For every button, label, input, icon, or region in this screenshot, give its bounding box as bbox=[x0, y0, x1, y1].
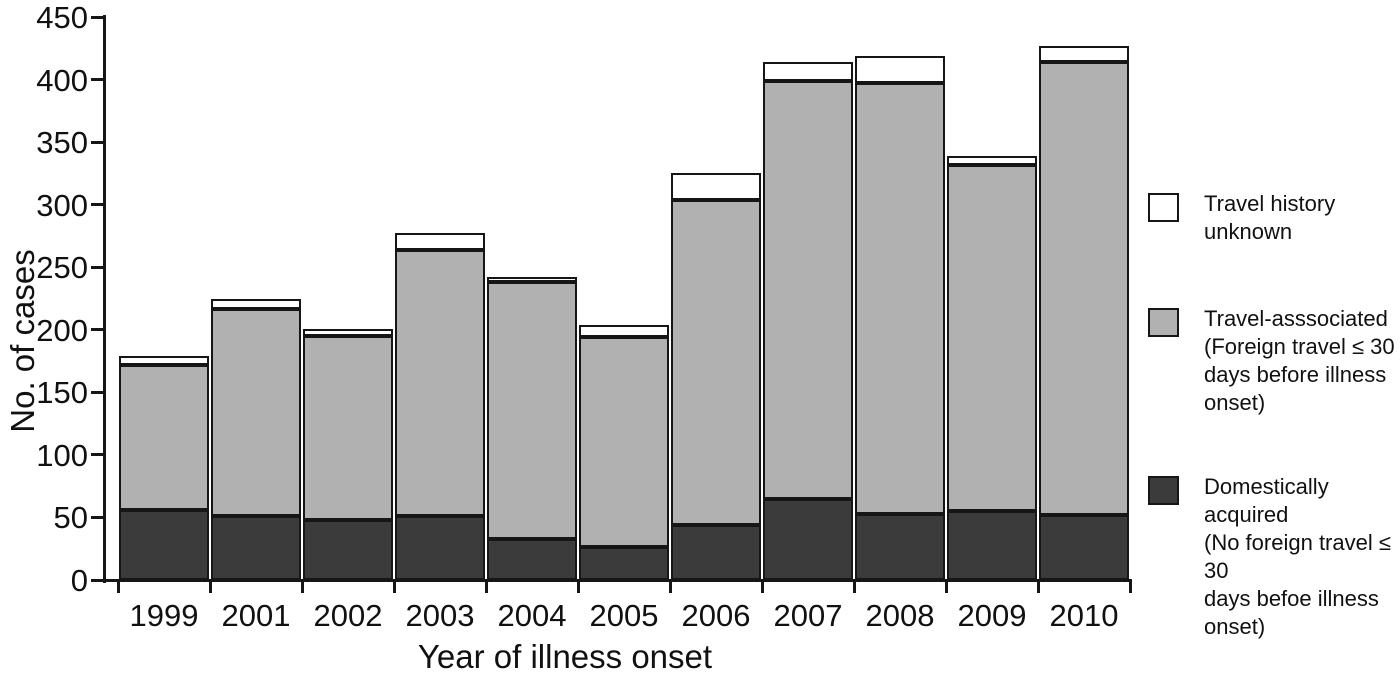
y-tick-label: 100 bbox=[36, 437, 88, 473]
y-tick-label: 350 bbox=[36, 125, 88, 161]
x-tick-label: 2001 bbox=[221, 598, 291, 633]
x-tick bbox=[852, 580, 856, 593]
bar-segment-domestically-acquired bbox=[303, 519, 393, 580]
y-tick bbox=[91, 265, 105, 269]
y-tick bbox=[91, 140, 105, 144]
bar-segment-travel-history-unknown bbox=[487, 277, 577, 283]
y-tick-label: 300 bbox=[36, 187, 88, 223]
x-tick bbox=[1036, 580, 1040, 593]
bar-segment-domestically-acquired bbox=[211, 516, 301, 580]
y-tick bbox=[91, 78, 105, 82]
bar-segment-travel-associated bbox=[303, 336, 393, 520]
bar-segment-travel-history-unknown bbox=[855, 55, 945, 84]
bar-segment-travel-history-unknown bbox=[579, 324, 669, 338]
legend-swatch-white bbox=[1148, 193, 1179, 222]
bar-segment-travel-associated bbox=[855, 83, 945, 514]
x-tick bbox=[668, 580, 672, 593]
legend-label-domestically-acquired: Domestically acquired (No foreign travel… bbox=[1204, 474, 1391, 639]
bar-segment-travel-history-unknown bbox=[395, 233, 485, 250]
y-tick-label: 400 bbox=[36, 62, 88, 98]
bar-segment-travel-associated bbox=[579, 337, 669, 548]
bar-segment-travel-associated bbox=[395, 249, 485, 517]
bar-segment-domestically-acquired bbox=[487, 538, 577, 580]
legend-label-travel-associated: Travel-asssociated (Foreign travel ≤ 30 … bbox=[1204, 306, 1395, 415]
bar-segment-travel-history-unknown bbox=[211, 298, 301, 309]
bar-segment-domestically-acquired bbox=[1039, 514, 1129, 580]
bar-segment-domestically-acquired bbox=[855, 513, 945, 580]
x-tick-label: 2010 bbox=[1049, 598, 1119, 633]
bar-segment-travel-associated bbox=[763, 80, 853, 499]
bar-segment-travel-history-unknown bbox=[947, 155, 1037, 165]
x-tick-label: 2009 bbox=[957, 598, 1027, 633]
x-tick-label: 2004 bbox=[497, 598, 567, 633]
bar-segment-domestically-acquired bbox=[763, 498, 853, 580]
x-tick-label: 1999 bbox=[129, 598, 199, 633]
y-tick bbox=[91, 453, 105, 457]
bar-segment-travel-associated bbox=[947, 164, 1037, 512]
bar-segment-travel-associated bbox=[487, 282, 577, 539]
x-tick-label: 2008 bbox=[865, 598, 935, 633]
x-tick bbox=[484, 580, 488, 593]
x-axis-title: Year of illness onset bbox=[417, 638, 713, 675]
bar-segment-travel-associated bbox=[119, 364, 209, 510]
y-axis-line bbox=[103, 15, 106, 583]
bar-segment-travel-history-unknown bbox=[119, 356, 209, 365]
y-tick bbox=[91, 203, 105, 207]
bar-segment-travel-history-unknown bbox=[1039, 45, 1129, 63]
x-tick-label: 2007 bbox=[773, 598, 843, 633]
x-tick bbox=[760, 580, 764, 593]
bar-segment-travel-associated bbox=[1039, 62, 1129, 515]
bar-segment-domestically-acquired bbox=[395, 516, 485, 580]
bar-segment-travel-associated bbox=[211, 308, 301, 517]
legend-item-domestically-acquired: Domestically acquired (No foreign travel… bbox=[1148, 473, 1400, 641]
bar-segment-travel-history-unknown bbox=[303, 328, 393, 337]
y-tick-label: 50 bbox=[53, 500, 88, 536]
x-tick bbox=[1128, 580, 1132, 593]
x-tick bbox=[300, 580, 304, 593]
y-tick-label: 250 bbox=[36, 250, 88, 286]
y-tick bbox=[91, 390, 105, 394]
y-tick bbox=[91, 15, 105, 19]
x-tick-label: 2003 bbox=[405, 598, 475, 633]
legend-item-travel-history-unknown: Travel history unknown bbox=[1148, 190, 1400, 246]
y-tick-label: 450 bbox=[36, 0, 88, 35]
bar-segment-travel-associated bbox=[671, 199, 761, 525]
x-axis-line bbox=[103, 579, 1132, 582]
x-tick bbox=[208, 580, 212, 593]
bar-segment-travel-history-unknown bbox=[671, 173, 761, 200]
y-tick bbox=[91, 578, 105, 582]
legend-swatch-dark bbox=[1148, 476, 1179, 505]
x-tick-label: 2002 bbox=[313, 598, 383, 633]
bar-segment-travel-history-unknown bbox=[763, 62, 853, 81]
y-tick bbox=[91, 328, 105, 332]
y-tick-label: 150 bbox=[36, 375, 88, 411]
x-tick-label: 2006 bbox=[681, 598, 751, 633]
bar-segment-domestically-acquired bbox=[947, 511, 1037, 580]
legend-swatch-gray bbox=[1148, 308, 1179, 337]
y-tick bbox=[91, 515, 105, 519]
x-tick bbox=[944, 580, 948, 593]
y-tick-label: 0 bbox=[70, 563, 88, 598]
x-tick bbox=[116, 580, 120, 593]
y-tick-label: 200 bbox=[36, 312, 88, 348]
bar-segment-domestically-acquired bbox=[671, 524, 761, 580]
x-tick bbox=[576, 580, 580, 593]
x-tick-label: 2005 bbox=[589, 598, 659, 633]
legend-item-travel-associated: Travel-asssociated (Foreign travel ≤ 30 … bbox=[1148, 305, 1400, 417]
legend-label-travel-history-unknown: Travel history unknown bbox=[1204, 191, 1336, 244]
bar-segment-domestically-acquired bbox=[579, 547, 669, 580]
x-tick bbox=[392, 580, 396, 593]
bar-segment-domestically-acquired bbox=[119, 509, 209, 580]
